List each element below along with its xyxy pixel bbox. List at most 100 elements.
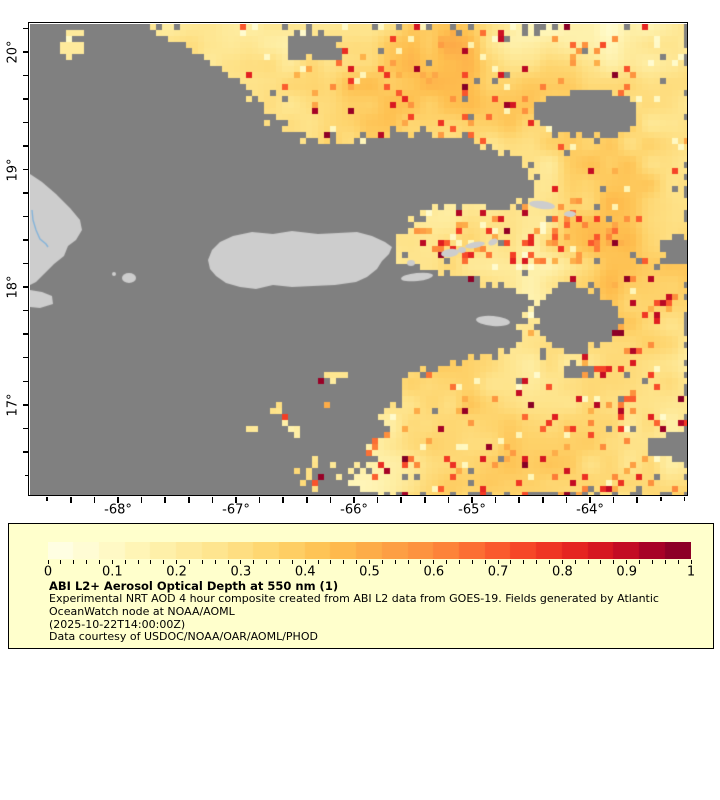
colorbar-tick	[407, 559, 409, 564]
x-axis-tick	[117, 497, 119, 503]
y-axis-tick-label: 17°	[5, 393, 21, 417]
colorbar-tick	[561, 559, 563, 564]
colorbar-tick	[60, 559, 62, 564]
colorbar-tick-label: 0	[43, 564, 53, 580]
legend-title: ABI L2+ Aerosol Optical Depth at 550 nm …	[49, 579, 339, 593]
colorbar-tick-label: 0.5	[359, 564, 380, 580]
colorbar-tick-label: 0.4	[294, 564, 316, 580]
y-axis-tick	[22, 380, 29, 383]
y-axis-tick	[22, 51, 29, 53]
y-axis-tick-label: 18°	[5, 275, 21, 299]
colorbar-tick	[471, 559, 473, 564]
x-axis-tick-label: -67°	[222, 502, 250, 518]
colorbar-tick	[651, 559, 653, 564]
colorbar-tick	[587, 559, 589, 564]
colorbar-tick	[266, 559, 268, 564]
colorbar-tick	[369, 559, 370, 564]
colorbar-tick	[536, 559, 538, 564]
colorbar-tick	[394, 559, 396, 564]
colorbar-tick-label: 0.3	[230, 564, 252, 580]
y-axis-tick	[22, 309, 29, 312]
x-axis-tick	[565, 497, 568, 503]
colorbar-tick	[639, 559, 641, 564]
colorbar-tick	[459, 559, 461, 564]
colorbar-tick	[497, 559, 499, 564]
x-axis-tick	[235, 497, 237, 503]
x-axis-tick	[46, 497, 48, 501]
map-figure: -68° -67° -66° -65° -64° 20° 19° 18° 17°	[5, 22, 689, 518]
colorbar-tick	[214, 559, 216, 564]
y-axis-tick	[22, 192, 29, 194]
x-axis-tick	[494, 497, 497, 503]
legend-panel: 0 0.1 0.2 0.3 0.4 0.5 0.6 0.7 0.8 0.9 1 ABI L2+ Ae…	[8, 523, 714, 649]
x-axis-tick-label: -64°	[576, 502, 604, 518]
y-axis-tick-label: 19°	[5, 158, 21, 182]
colorbar-tick	[690, 559, 692, 564]
x-axis-tick	[471, 497, 473, 503]
colorbar-tick	[227, 559, 229, 564]
colorbar-tick	[356, 559, 358, 564]
colorbar-tick	[176, 559, 178, 564]
colorbar-tick-label: 0.1	[101, 564, 123, 580]
colorbar-tick	[291, 559, 293, 564]
y-axis-tick	[22, 356, 29, 359]
y-axis-tick	[25, 474, 29, 477]
colorbar-tick-label: 1	[686, 564, 696, 580]
y-axis-tick	[22, 74, 29, 77]
y-axis-tick	[22, 239, 29, 241]
x-axis-tick	[660, 497, 662, 501]
colorbar-tick	[86, 559, 88, 564]
colorbar-tick	[73, 559, 75, 564]
colorbar-tick	[510, 559, 512, 564]
colorbar-tick-label: 0.7	[487, 564, 509, 580]
colorbar-tick	[330, 559, 332, 564]
x-axis-tick	[542, 497, 544, 503]
x-axis-tick-label: -66°	[340, 502, 368, 518]
colorbar-tick-label: 0.9	[616, 564, 638, 580]
y-axis-tick	[22, 27, 29, 30]
x-axis-tick	[612, 497, 615, 503]
legend-description-line: OceanWatch node at NOAA/AOML	[49, 604, 235, 618]
x-axis-tick	[636, 497, 638, 503]
colorbar-tick	[304, 559, 306, 564]
x-axis-tick	[518, 497, 520, 503]
colorbar-tick	[124, 559, 126, 564]
colorbar-canvas	[48, 542, 691, 559]
colorbar-tick	[188, 559, 190, 564]
x-axis-tick	[447, 497, 450, 503]
y-axis-tick	[22, 333, 29, 335]
colorbar-tick	[549, 559, 551, 564]
colorbar-tick	[163, 559, 165, 564]
x-axis-tick	[376, 497, 379, 503]
colorbar-tick-label: 0.6	[423, 564, 445, 580]
colorbar-tick	[111, 559, 113, 564]
colorbar-tick	[240, 559, 242, 564]
colorbar-tick	[574, 559, 576, 564]
colorbar-tick	[433, 559, 435, 564]
y-axis-tick	[22, 98, 29, 100]
x-axis-tick	[424, 497, 426, 503]
aod-raster-canvas	[30, 24, 688, 496]
colorbar-tick	[150, 559, 152, 564]
colorbar-tick	[98, 559, 100, 564]
y-axis-tick	[22, 451, 29, 453]
x-axis-tick	[683, 497, 686, 501]
x-axis-tick	[93, 497, 96, 503]
x-axis-tick	[258, 497, 261, 503]
y-axis-tick	[22, 121, 29, 124]
x-axis-tick	[400, 497, 402, 503]
x-axis-tick	[306, 497, 308, 503]
colorbar-tick	[523, 559, 525, 564]
x-axis-tick	[353, 497, 355, 503]
legend-text-block: ABI L2+ Aerosol Optical Depth at 550 nm …	[49, 580, 659, 644]
y-axis-tick-label: 20°	[5, 40, 21, 64]
x-axis-tick	[188, 497, 190, 503]
colorbar-tick	[47, 559, 49, 564]
colorbar-tick	[484, 559, 486, 564]
x-axis-tick	[282, 497, 284, 503]
legend-timestamp: (2025-10-22T14:00:00Z)	[49, 617, 186, 631]
x-axis-tick	[140, 497, 143, 503]
colorbar-tick	[317, 559, 319, 564]
x-axis-tick	[589, 497, 591, 503]
y-axis-tick	[22, 427, 29, 430]
